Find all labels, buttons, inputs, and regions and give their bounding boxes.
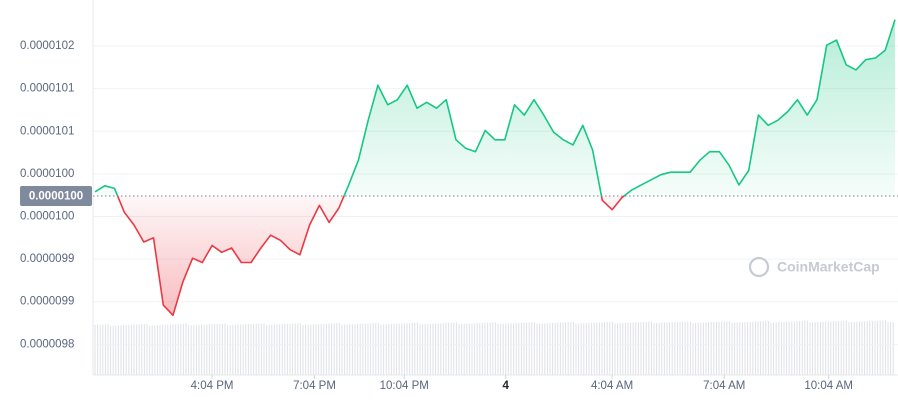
volume-bars xyxy=(94,320,894,375)
y-tick-label: 0.0000099 xyxy=(20,253,74,265)
price-line-up xyxy=(94,19,896,197)
x-tick-label: 10:04 PM xyxy=(380,380,429,392)
area-below xyxy=(95,196,895,316)
x-tick-label: 4:04 AM xyxy=(591,380,633,392)
plot xyxy=(94,19,896,317)
y-tick-label: 0.0000101 xyxy=(20,125,74,137)
reference-badge xyxy=(20,186,92,207)
y-tick-label: 0.0000101 xyxy=(20,83,74,95)
x-tick-label: 4 xyxy=(503,380,510,392)
y-tick-label: 0.0000100 xyxy=(20,168,74,180)
x-tick-label: 4:04 PM xyxy=(191,380,234,392)
y-tick-label: 0.0000100 xyxy=(20,211,74,223)
y-tick-label: 0.0000098 xyxy=(20,338,74,350)
watermark-logo xyxy=(748,256,770,278)
area-above xyxy=(95,19,895,197)
y-tick-label: 0.0000102 xyxy=(20,40,74,52)
x-tick-label: 10:04 AM xyxy=(804,380,853,392)
watermark-text: CoinMarketCap xyxy=(777,259,880,275)
x-tick-label: 7:04 AM xyxy=(703,380,745,392)
x-tick-label: 7:04 PM xyxy=(293,380,336,392)
price-line-down xyxy=(116,196,626,317)
reference-label: 0.0000100 xyxy=(29,191,83,203)
y-tick-label: 0.0000099 xyxy=(20,296,74,308)
labels: 0.0000102 0.0000101 0.0000101 0.0000100 0.00… xyxy=(20,40,898,392)
watermark: CoinMarketCap xyxy=(748,256,880,278)
